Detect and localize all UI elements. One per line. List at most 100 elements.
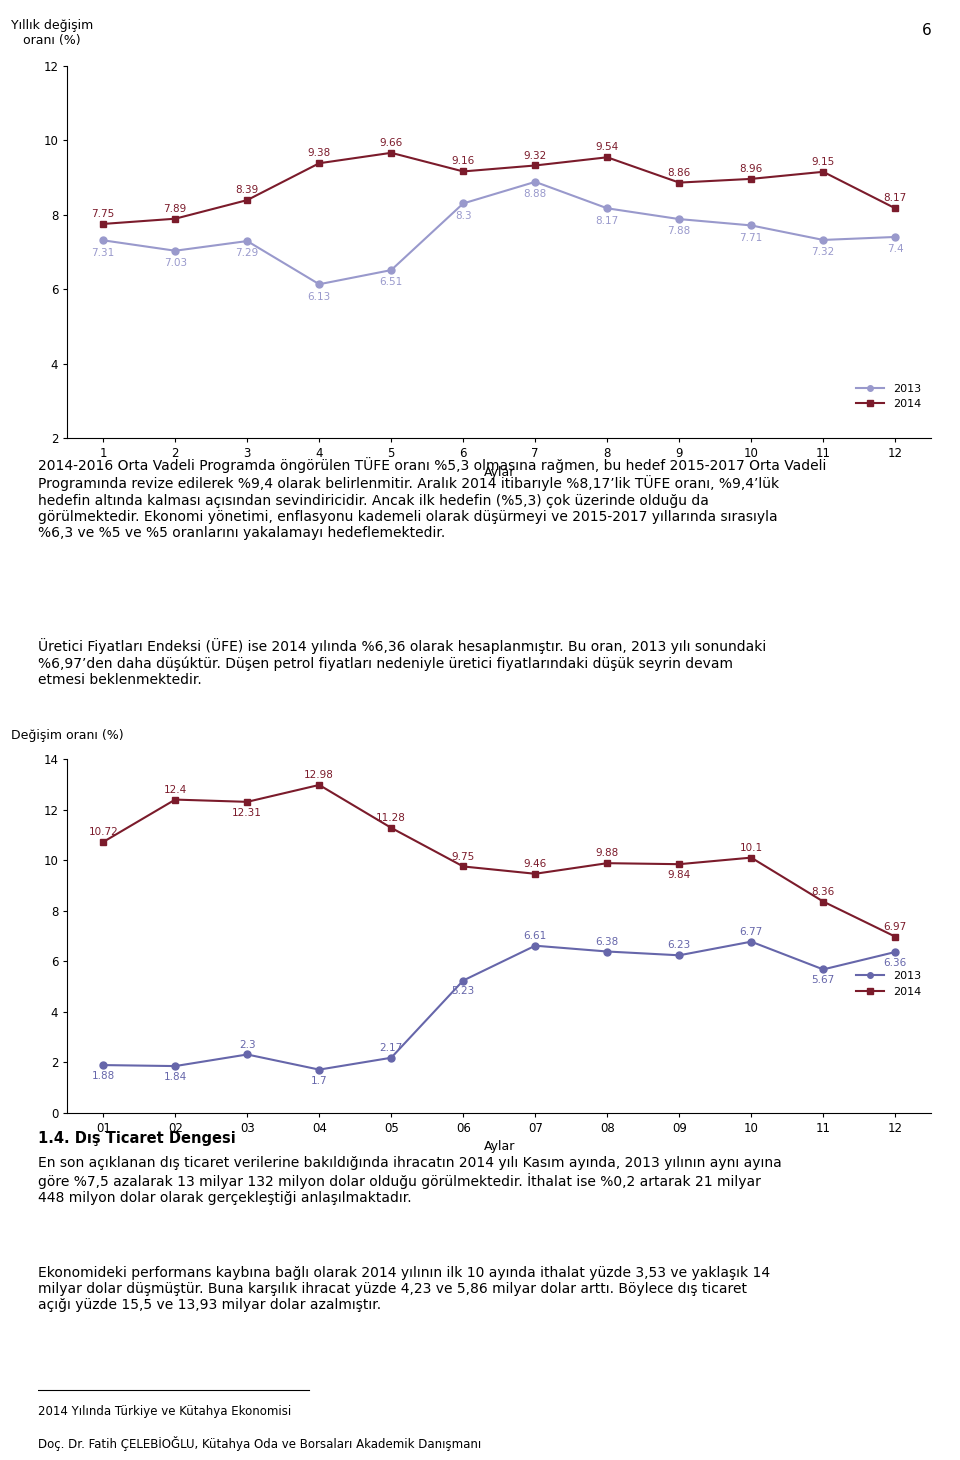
2013	[817, 231, 828, 248]
Legend: 2013, 2014: 2013, 2014	[852, 380, 925, 413]
Text: 6.61: 6.61	[523, 931, 547, 940]
2013	[529, 174, 540, 191]
Text: 8.17: 8.17	[595, 216, 619, 225]
2014	[457, 162, 468, 180]
2013	[97, 1057, 108, 1075]
2013	[889, 943, 900, 961]
2014	[169, 210, 180, 228]
2013	[457, 972, 468, 990]
2013	[889, 228, 900, 245]
2013	[169, 1057, 180, 1075]
2013	[313, 276, 324, 293]
Text: 2014 Yılında Türkiye ve Kütahya Ekonomisi: 2014 Yılında Türkiye ve Kütahya Ekonomis…	[38, 1406, 292, 1418]
2014	[241, 793, 252, 810]
Text: 6.51: 6.51	[379, 277, 403, 288]
Text: 7.75: 7.75	[91, 209, 115, 219]
2014	[529, 156, 540, 174]
Text: 8.17: 8.17	[883, 193, 907, 203]
2014	[241, 191, 252, 209]
Text: 2.3: 2.3	[239, 1040, 255, 1050]
2013	[457, 194, 468, 212]
2014	[817, 164, 828, 181]
2014	[601, 854, 612, 872]
Text: En son açıklanan dış ticaret verilerine bakıldığında ihracatın 2014 yılı Kasım a: En son açıklanan dış ticaret verilerine …	[38, 1156, 782, 1204]
Text: Değişim oranı (%): Değişim oranı (%)	[12, 729, 124, 742]
X-axis label: Aylar: Aylar	[484, 466, 515, 479]
2014	[889, 200, 900, 218]
2013	[745, 933, 756, 950]
2014	[673, 174, 684, 191]
Text: 6.13: 6.13	[307, 292, 331, 302]
Text: 9.75: 9.75	[451, 851, 475, 861]
2014	[817, 892, 828, 910]
Text: 1.7: 1.7	[311, 1076, 327, 1085]
Text: 1.84: 1.84	[163, 1072, 187, 1082]
2013	[601, 943, 612, 961]
Text: 2.17: 2.17	[379, 1042, 403, 1053]
Text: 9.15: 9.15	[811, 156, 835, 166]
Text: 8.39: 8.39	[235, 185, 259, 196]
Text: 7.89: 7.89	[163, 204, 187, 213]
Text: Ekonomideki performans kaybına bağlı olarak 2014 yılının ilk 10 ayında ithalat y: Ekonomideki performans kaybına bağlı ola…	[38, 1266, 771, 1313]
Text: 8.88: 8.88	[523, 190, 547, 199]
Text: 9.66: 9.66	[379, 137, 403, 147]
Text: 7.88: 7.88	[667, 226, 691, 237]
2013	[529, 937, 540, 955]
Text: Doç. Dr. Fatih ÇELEBİOĞLU, Kütahya Oda ve Borsaları Akademik Danışmanı: Doç. Dr. Fatih ÇELEBİOĞLU, Kütahya Oda v…	[38, 1435, 482, 1451]
2013	[673, 210, 684, 228]
Text: 6.23: 6.23	[667, 940, 691, 950]
Text: 8.3: 8.3	[455, 210, 471, 220]
Text: 8.86: 8.86	[667, 168, 691, 178]
Text: 5.67: 5.67	[811, 975, 835, 986]
2014	[97, 834, 108, 851]
2014	[385, 145, 396, 162]
Text: 9.16: 9.16	[451, 156, 475, 166]
2014	[673, 856, 684, 873]
2013	[817, 961, 828, 978]
2013	[313, 1061, 324, 1079]
2013	[97, 232, 108, 250]
Text: 7.4: 7.4	[887, 244, 903, 254]
Text: 12.4: 12.4	[163, 784, 187, 794]
Line: 2013: 2013	[100, 178, 899, 288]
2014	[97, 215, 108, 232]
2013	[241, 1045, 252, 1063]
Line: 2013: 2013	[100, 939, 899, 1073]
2013	[385, 1048, 396, 1066]
Text: 7.03: 7.03	[163, 258, 187, 269]
Text: 9.38: 9.38	[307, 149, 331, 158]
Text: 9.46: 9.46	[523, 858, 547, 869]
Text: 11.28: 11.28	[376, 813, 406, 823]
2014	[745, 171, 756, 188]
X-axis label: Aylar: Aylar	[484, 1140, 515, 1153]
2013	[241, 232, 252, 250]
Text: 5.23: 5.23	[451, 987, 475, 996]
Text: 9.32: 9.32	[523, 150, 547, 161]
2013	[673, 946, 684, 964]
Text: Yıllık değişim
   oranı (%): Yıllık değişim oranı (%)	[12, 19, 93, 47]
2014	[385, 819, 396, 837]
2014	[889, 929, 900, 946]
Text: 6.36: 6.36	[883, 958, 907, 968]
Text: 9.54: 9.54	[595, 142, 619, 152]
Text: 1.4. Dış Ticaret Dengesi: 1.4. Dış Ticaret Dengesi	[38, 1132, 236, 1146]
2014	[601, 149, 612, 166]
2014	[169, 791, 180, 809]
2014	[529, 864, 540, 882]
Text: 6.77: 6.77	[739, 927, 763, 937]
Text: 7.29: 7.29	[235, 248, 259, 258]
2013	[385, 261, 396, 279]
Text: Üretici Fiyatları Endeksi (ÜFE) ise 2014 yılında %6,36 olarak hesaplanmıştır. Bu: Üretici Fiyatları Endeksi (ÜFE) ise 2014…	[38, 638, 767, 688]
Text: 7.32: 7.32	[811, 247, 835, 257]
2013	[745, 216, 756, 234]
Text: 12.98: 12.98	[304, 769, 334, 780]
Text: 6.97: 6.97	[883, 921, 907, 931]
Legend: 2013, 2014: 2013, 2014	[852, 967, 925, 1002]
Text: 7.71: 7.71	[739, 232, 763, 242]
Text: 12.31: 12.31	[232, 807, 262, 818]
Text: 2014-2016 Orta Vadeli Programda öngörülen TÜFE oranı %5,3 olmasına rağmen, bu he: 2014-2016 Orta Vadeli Programda öngörüle…	[38, 457, 827, 540]
Text: 9.84: 9.84	[667, 870, 691, 880]
2014	[745, 848, 756, 866]
Text: 9.88: 9.88	[595, 848, 619, 858]
Text: 8.36: 8.36	[811, 886, 835, 896]
